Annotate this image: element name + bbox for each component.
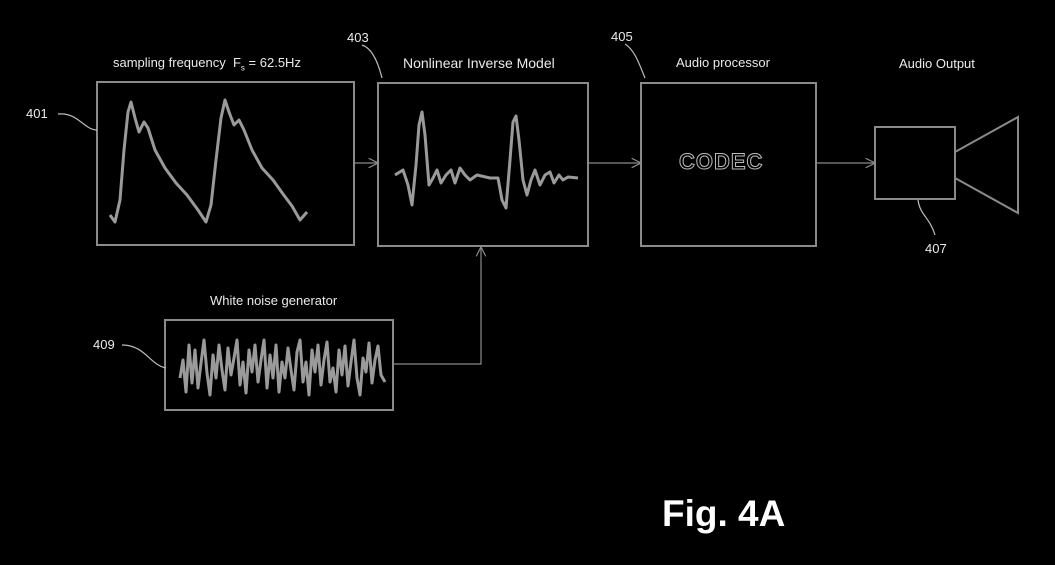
arrow-noise-to-model — [393, 248, 481, 364]
white-noise-box — [165, 320, 393, 410]
white-noise-label: White noise generator — [210, 293, 337, 308]
ref-405: 405 — [611, 29, 633, 44]
inverse-model-label: Nonlinear Inverse Model — [403, 55, 555, 71]
ppg-waveform — [110, 100, 307, 222]
sampling-frequency-label: sampling frequency Fs = 62.5Hz — [113, 55, 301, 73]
audio-output-label: Audio Output — [899, 56, 975, 71]
ref-401: 401 — [26, 106, 48, 121]
audio-processor-label: Audio processor — [676, 55, 770, 70]
fs-value: = 62.5Hz — [249, 55, 301, 70]
leader-401 — [58, 114, 97, 130]
codec-label: CODEC — [679, 149, 763, 175]
leader-409 — [122, 345, 166, 368]
ref-409: 409 — [93, 337, 115, 352]
inverse-model-box — [378, 83, 588, 246]
sampling-text: sampling frequency — [113, 55, 226, 70]
white-noise-waveform — [180, 340, 385, 395]
fs-subscript: s — [241, 64, 245, 73]
leader-403 — [362, 45, 382, 78]
leader-405 — [625, 44, 645, 78]
fs-symbol: F — [233, 55, 241, 70]
ref-403: 403 — [347, 30, 369, 45]
inverse-model-waveform — [395, 112, 578, 208]
leader-407 — [918, 200, 935, 235]
sensor-signal-box — [97, 82, 354, 245]
figure-label: Fig. 4A — [662, 493, 785, 535]
speaker-cone — [955, 117, 1018, 213]
speaker-body — [875, 127, 955, 199]
ref-407: 407 — [925, 241, 947, 256]
